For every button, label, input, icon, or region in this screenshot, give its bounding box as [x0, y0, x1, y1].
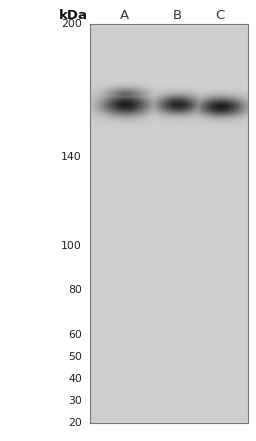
Text: 200: 200: [61, 19, 82, 29]
Text: 50: 50: [68, 352, 82, 362]
Text: B: B: [172, 9, 182, 22]
Text: C: C: [215, 9, 224, 22]
Text: 20: 20: [68, 419, 82, 428]
Text: kDa: kDa: [59, 9, 88, 22]
Text: 100: 100: [61, 241, 82, 251]
Text: 60: 60: [68, 330, 82, 340]
Text: 30: 30: [68, 396, 82, 406]
Text: 40: 40: [68, 374, 82, 384]
Text: 80: 80: [68, 285, 82, 295]
Text: A: A: [120, 9, 129, 22]
Text: 140: 140: [61, 152, 82, 162]
